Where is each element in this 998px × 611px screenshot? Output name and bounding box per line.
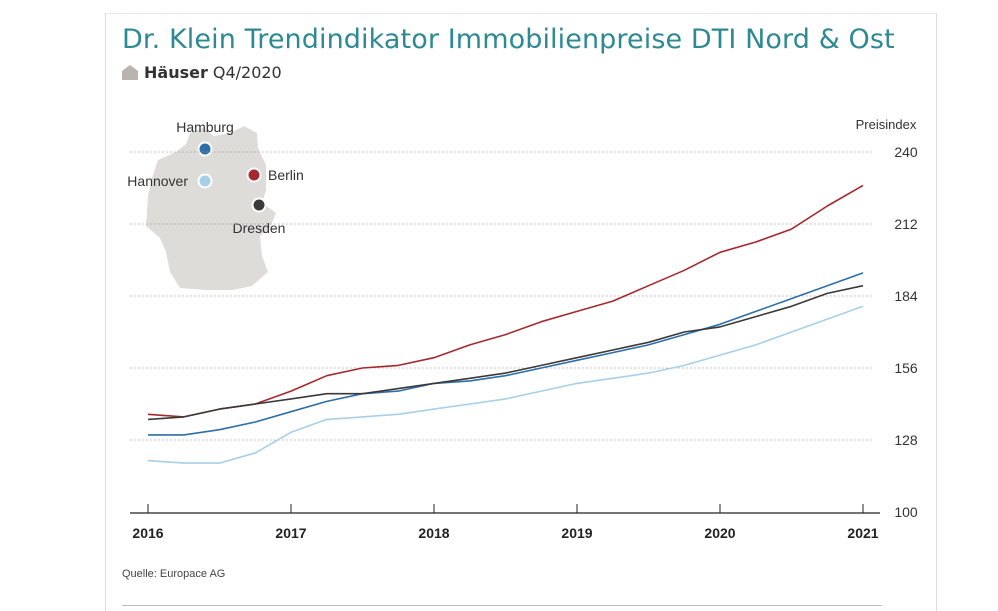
series-line-hamburg: [148, 272, 864, 436]
germany-map-shape: [146, 126, 276, 290]
city-label-hamburg: Hamburg: [176, 119, 234, 135]
chart-title: Dr. Klein Trendindikator Immobilienpreis…: [122, 24, 895, 55]
city-label-dresden: Dresden: [233, 220, 286, 236]
x-tick-label: 2018: [418, 525, 449, 541]
y-tick-label: 100: [894, 504, 918, 520]
x-tick-label: 2020: [704, 525, 735, 541]
city-marker-berlin: [246, 167, 262, 183]
y-axis-label: Preisindex: [856, 117, 917, 132]
y-tick-label: 184: [894, 288, 918, 304]
city-marker-hamburg: [197, 141, 213, 157]
city-label-berlin: Berlin: [268, 167, 304, 183]
subtitle-category: Häuser: [144, 63, 208, 82]
chart-subtitle: Häuser Q4/2020: [122, 63, 282, 82]
x-tick-label: 2021: [847, 525, 878, 541]
y-tick-label: 128: [894, 432, 918, 448]
source-note: Quelle: Europace AG: [122, 568, 226, 580]
city-marker-dresden: [251, 197, 267, 213]
city-label-hannover: Hannover: [127, 173, 188, 189]
x-tick-label: 2016: [132, 525, 163, 541]
x-tick-label: 2019: [561, 525, 592, 541]
bottom-divider: [122, 605, 882, 606]
chart-card: [105, 13, 937, 611]
series-line-dresden: [147, 284, 864, 421]
series-line-hannover: [147, 305, 864, 464]
y-tick-label: 156: [894, 360, 918, 376]
city-marker-hannover: [197, 173, 213, 189]
y-tick-label: 240: [894, 144, 918, 160]
y-tick-label: 212: [894, 216, 918, 232]
house-icon: [122, 65, 138, 80]
subtitle-period: Q4/2020: [212, 63, 282, 82]
x-tick-label: 2017: [275, 525, 306, 541]
series-line-berlin: [147, 184, 864, 418]
